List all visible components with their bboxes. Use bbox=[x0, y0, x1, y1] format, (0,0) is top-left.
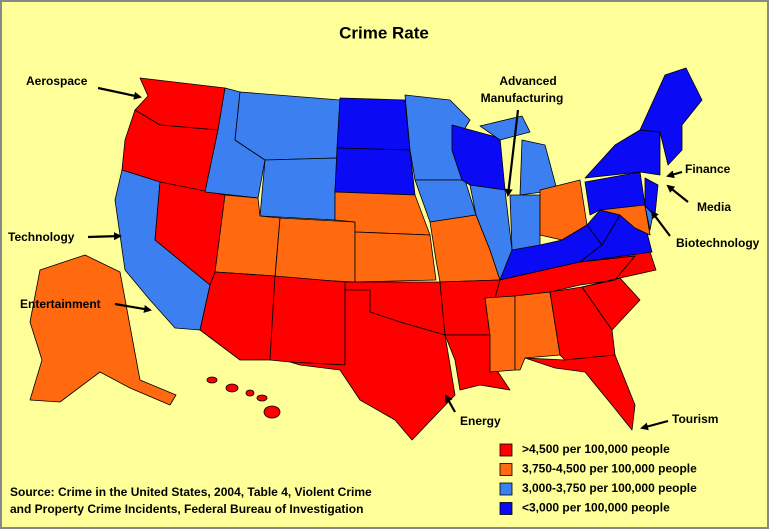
legend-label: >4,500 per 100,000 people bbox=[522, 442, 670, 456]
legend-label: 3,000-3,750 per 100,000 people bbox=[522, 481, 697, 495]
annotations: Aerospace Advanced Manufacturing Technol… bbox=[8, 74, 760, 431]
state bbox=[579, 251, 657, 288]
legend-swatch bbox=[499, 482, 513, 496]
annotation: Finance bbox=[685, 162, 731, 176]
state bbox=[599, 204, 651, 236]
state bbox=[336, 97, 411, 151]
states bbox=[29, 67, 703, 441]
state bbox=[225, 383, 239, 393]
annotation: Media bbox=[697, 200, 731, 214]
state bbox=[524, 354, 636, 431]
arrow bbox=[445, 394, 456, 413]
annotation: Entertainment bbox=[20, 297, 101, 311]
arrow bbox=[87, 232, 122, 241]
state bbox=[245, 389, 255, 397]
arrow bbox=[640, 419, 669, 431]
state bbox=[639, 67, 703, 166]
arrow bbox=[650, 210, 671, 237]
annotation: Tourism bbox=[672, 412, 718, 426]
state bbox=[484, 295, 516, 373]
annotation: Advanced bbox=[499, 74, 556, 88]
arrow bbox=[504, 109, 520, 197]
state bbox=[289, 289, 456, 441]
state bbox=[234, 91, 341, 161]
annotation: Manufacturing bbox=[481, 91, 564, 105]
state bbox=[274, 217, 356, 283]
state bbox=[29, 254, 177, 406]
legend-label: 3,750-4,500 per 100,000 people bbox=[522, 462, 697, 476]
state bbox=[263, 405, 281, 419]
annotation: Aerospace bbox=[26, 74, 88, 88]
legend: >4,500 per 100,000 people 3,750-4,500 per… bbox=[499, 442, 697, 515]
legend-swatch bbox=[499, 443, 513, 457]
legend-label: <3,000 per 100,000 people bbox=[522, 501, 670, 515]
arrow bbox=[114, 302, 152, 313]
state bbox=[256, 394, 268, 402]
state bbox=[334, 147, 416, 196]
state bbox=[354, 231, 437, 283]
arrow bbox=[97, 86, 142, 100]
annotation: Technology bbox=[8, 230, 75, 244]
state bbox=[259, 157, 338, 221]
arrow bbox=[666, 170, 683, 179]
annotation: Biotechnology bbox=[676, 236, 760, 250]
arrow bbox=[666, 184, 689, 203]
map-title: Crime Rate bbox=[339, 23, 429, 42]
legend-swatch bbox=[499, 502, 513, 515]
annotation: Energy bbox=[460, 414, 501, 428]
source-text: and Property Crime Incidents, Federal Bu… bbox=[10, 502, 363, 516]
state bbox=[269, 275, 346, 366]
legend-swatch bbox=[499, 463, 513, 476]
source-text: Source: Crime in the United States, 2004… bbox=[10, 485, 372, 499]
state bbox=[206, 376, 218, 384]
